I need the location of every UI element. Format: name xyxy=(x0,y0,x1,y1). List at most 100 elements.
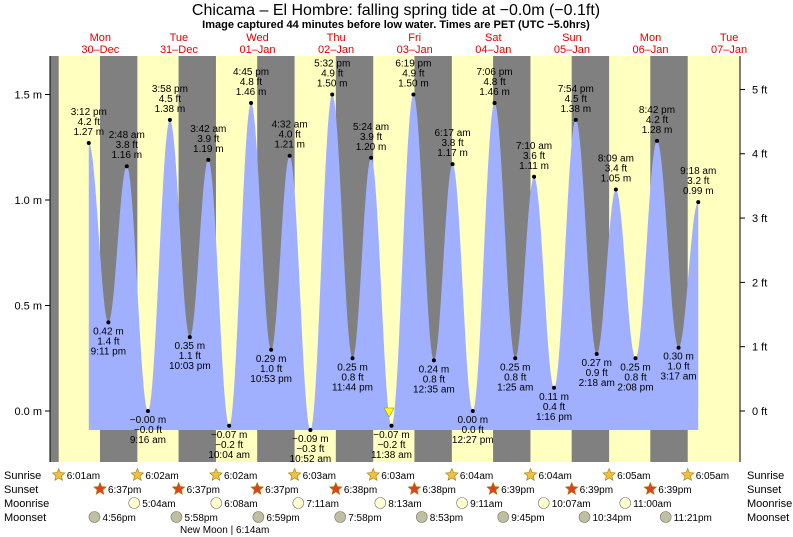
tide-label: 0.00 m xyxy=(457,415,488,426)
moon-marker-icon xyxy=(659,511,672,523)
day-date: 06–Jan xyxy=(632,44,668,56)
tide-point xyxy=(532,174,537,179)
tide-label: 10:52 am xyxy=(290,454,332,465)
tide-point xyxy=(350,356,355,361)
tide-label: 4:45 pm xyxy=(233,67,269,78)
tide-label: 1.0 ft xyxy=(667,362,689,373)
tide-label: 8:42 pm xyxy=(639,105,675,116)
tide-label: 3.9 ft xyxy=(197,134,219,145)
moon-marker-icon xyxy=(88,511,101,523)
sunset-time: 6:39pm xyxy=(658,485,691,496)
tide-label: 4.5 ft xyxy=(565,94,587,105)
tide-point xyxy=(450,162,455,167)
day-date: 02–Jan xyxy=(318,44,354,56)
tide-label: 2:08 pm xyxy=(617,382,653,393)
tide-label: −0.09 m xyxy=(292,434,328,445)
tide-label: 3.6 ft xyxy=(523,151,545,162)
tide-point xyxy=(167,117,172,122)
left-tick-label: 0.0 m xyxy=(14,406,42,418)
sun-marker-icon xyxy=(366,467,381,481)
tide-label: −0.2 ft xyxy=(215,440,243,451)
tide-point xyxy=(145,409,150,413)
tide-label: 4.2 ft xyxy=(646,115,668,126)
day-name: Wed xyxy=(246,32,268,44)
moonset-time: 4:56pm xyxy=(102,513,135,524)
tide-point xyxy=(654,138,659,143)
tide-label: 0.24 m xyxy=(419,364,450,375)
tide-label: 10:03 pm xyxy=(169,361,211,372)
tide-label: 0.99 m xyxy=(683,186,714,197)
tide-point xyxy=(492,100,497,105)
tide-label: 0.29 m xyxy=(256,354,287,365)
sun-marker-icon xyxy=(93,481,107,495)
tide-label: 0.8 ft xyxy=(624,372,646,383)
tide-label: 0.35 m xyxy=(175,341,206,352)
sun-marker-icon xyxy=(287,467,302,481)
tide-label: 0.8 ft xyxy=(423,374,445,385)
moon-phase-note: New Moon | 6:14am xyxy=(180,525,269,536)
moonset-time: 8:53pm xyxy=(430,513,463,524)
tide-label: 6:17 am xyxy=(435,128,471,139)
sunrise-time: 6:03am xyxy=(303,471,336,482)
tide-label: 0.25 m xyxy=(620,362,651,373)
sunrise-time: 6:02am xyxy=(145,471,178,482)
moon-marker-icon xyxy=(497,511,510,523)
sunrise-time: 6:05am xyxy=(617,471,650,482)
sun-marker-icon xyxy=(51,467,66,481)
tide-label: 0.30 m xyxy=(663,352,694,363)
tide-label: −0.07 m xyxy=(373,430,409,441)
tide-point xyxy=(330,92,335,97)
sunset-time: 6:37pm xyxy=(108,485,141,496)
moonset-time: 9:45pm xyxy=(511,513,544,524)
sunrise-time: 6:02am xyxy=(224,471,257,482)
tide-point xyxy=(594,352,599,357)
moonrise-time: 8:13am xyxy=(388,499,421,510)
moonset-time: 10:34pm xyxy=(593,513,632,524)
sunrise-time: 6:04am xyxy=(460,471,493,482)
sun-marker-icon xyxy=(564,481,579,495)
sunrise-row-label-right: Sunrise xyxy=(747,470,784,482)
tide-point xyxy=(206,157,211,162)
sun-marker-icon xyxy=(486,481,501,495)
moonrise-time: 7:11am xyxy=(306,499,339,510)
tide-label: 10:04 am xyxy=(208,450,250,461)
tide-point xyxy=(676,345,681,350)
tide-label: 3.8 ft xyxy=(116,140,138,151)
tide-point xyxy=(86,141,91,146)
moon-marker-icon xyxy=(334,511,346,523)
tide-label: 1.17 m xyxy=(437,148,468,159)
tide-label: 3.2 ft xyxy=(687,176,709,187)
tide-point xyxy=(613,187,618,192)
tide-label: 12:35 am xyxy=(413,384,455,395)
sunrise-time: 6:04am xyxy=(538,471,571,482)
tide-label: −0.07 m xyxy=(211,430,247,441)
sunset-time: 6:38pm xyxy=(344,485,377,496)
sunrise-time: 6:05am xyxy=(696,471,729,482)
moonset-row-label-left: Moonset xyxy=(4,512,46,524)
sun-marker-icon xyxy=(407,481,422,495)
sunset-time: 6:39pm xyxy=(501,485,534,496)
day-date: 03–Jan xyxy=(397,44,433,56)
moon-marker-icon xyxy=(252,511,265,523)
sun-moon-rows: Sunrise Sunrise 6:01am 6:02am 6:02am 6:03am 6:… xyxy=(4,467,792,536)
tide-label: 0.0 ft xyxy=(462,425,484,436)
tide-label: 7:10 am xyxy=(516,141,552,152)
tide-label: 4.9 ft xyxy=(402,69,424,80)
tide-point xyxy=(227,423,232,428)
moonset-time: 5:58pm xyxy=(184,513,217,524)
tide-label: −0.2 ft xyxy=(377,440,405,451)
tide-point xyxy=(369,155,374,160)
sunrise-time: 6:01am xyxy=(67,471,100,482)
day-headers: Mon30–DecTue31–DecWed01–JanThu02–JanFri0… xyxy=(81,32,747,56)
sunset-time: 6:38pm xyxy=(422,485,455,496)
tide-label: 1.27 m xyxy=(73,127,104,138)
sunrise-time: 6:03am xyxy=(381,471,414,482)
day-name: Tue xyxy=(170,32,189,44)
tide-point xyxy=(124,164,129,169)
tide-point xyxy=(573,117,578,122)
right-tick-label: 4 ft xyxy=(752,149,767,161)
tide-label: 1.16 m xyxy=(111,150,142,161)
now-marker xyxy=(383,407,395,418)
tide-label: 3:17 am xyxy=(660,372,696,383)
moon-marker-icon xyxy=(619,497,632,509)
